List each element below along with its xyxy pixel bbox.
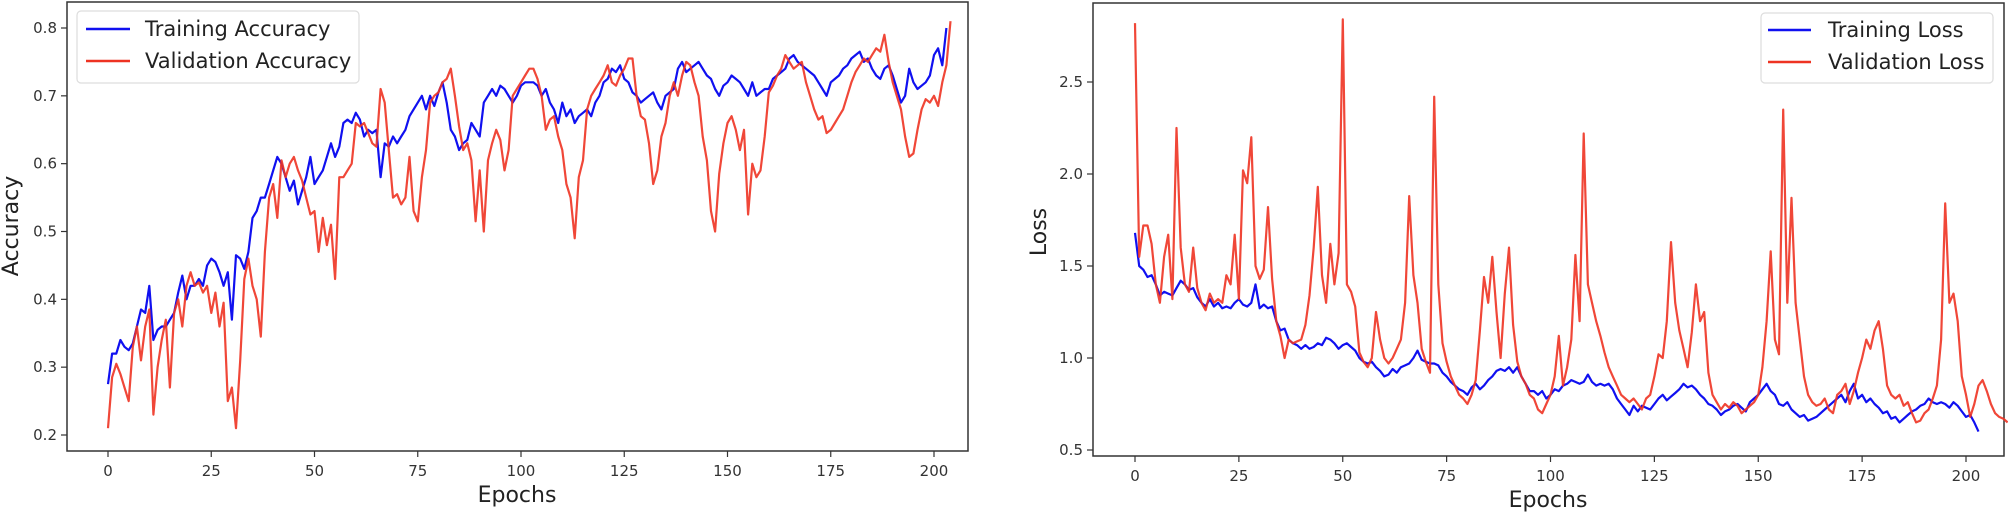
y-tick-label: 0.2 [33, 426, 57, 444]
legend-validation-loss-label: Validation Loss [1828, 50, 1984, 74]
x-tick-label: 25 [1229, 467, 1248, 485]
y-tick-label: 2.5 [1059, 73, 1083, 91]
y-tick-label: 0.5 [1059, 441, 1083, 459]
x-tick-label: 175 [816, 462, 845, 480]
x-tick-label: 75 [408, 462, 427, 480]
x-tick-label: 50 [305, 462, 324, 480]
x-tick-label: 25 [202, 462, 221, 480]
x-tick-label: 175 [1848, 467, 1877, 485]
y-tick-label: 0.3 [33, 358, 57, 376]
x-tick-label: 125 [610, 462, 639, 480]
loss-x-axis-label: Epochs [1509, 488, 1588, 513]
y-tick-label: 0.8 [33, 19, 57, 37]
accuracy-legend: Training Accuracy Validation Accuracy [76, 10, 360, 84]
y-tick-label: 1.0 [1059, 349, 1083, 367]
validation-loss-line [1133, 18, 2008, 424]
accuracy-y-ticks: 0.2 0.3 0.4 0.5 0.6 0.7 0.8 [33, 19, 67, 444]
x-tick-label: 100 [1536, 467, 1565, 485]
x-tick-label: 100 [507, 462, 536, 480]
y-tick-label: 0.6 [33, 155, 57, 173]
legend-validation-accuracy-label: Validation Accuracy [145, 49, 351, 73]
x-tick-label: 150 [1744, 467, 1773, 485]
loss-chart: 0.5 1.0 1.5 2.0 2.5 0 25 50 75 100 125 150 175 200 L… [1027, 2, 2008, 513]
loss-x-ticks: 0 25 50 75 100 125 150 175 200 [1130, 456, 1980, 485]
y-tick-label: 0.7 [33, 87, 57, 105]
x-tick-label: 0 [103, 462, 113, 480]
x-tick-label: 125 [1640, 467, 1669, 485]
accuracy-x-axis-label: Epochs [478, 483, 557, 508]
legend-training-accuracy-label: Training Accuracy [144, 17, 330, 41]
y-tick-label: 0.4 [33, 290, 57, 308]
x-tick-label: 200 [920, 462, 949, 480]
loss-y-axis-label: Loss [1027, 208, 1052, 256]
y-tick-label: 1.5 [1059, 257, 1083, 275]
accuracy-y-axis-label: Accuracy [0, 176, 24, 276]
x-tick-label: 0 [1130, 467, 1140, 485]
loss-y-ticks: 0.5 1.0 1.5 2.0 2.5 [1059, 73, 1093, 459]
x-tick-label: 200 [1952, 467, 1981, 485]
x-tick-label: 75 [1437, 467, 1456, 485]
validation-accuracy-line [106, 21, 952, 430]
accuracy-chart: 0.2 0.3 0.4 0.5 0.6 0.7 0.8 0 25 50 75 100 125 150 17… [0, 1, 969, 508]
loss-legend: Training Loss Validation Loss [1760, 12, 1994, 84]
y-tick-label: 0.5 [33, 223, 57, 241]
legend-training-loss-label: Training Loss [1827, 18, 1964, 42]
accuracy-x-ticks: 0 25 50 75 100 125 150 175 200 [103, 451, 948, 480]
x-tick-label: 150 [713, 462, 742, 480]
x-tick-label: 50 [1333, 467, 1352, 485]
y-tick-label: 2.0 [1059, 165, 1083, 183]
training-accuracy-line [106, 27, 948, 385]
